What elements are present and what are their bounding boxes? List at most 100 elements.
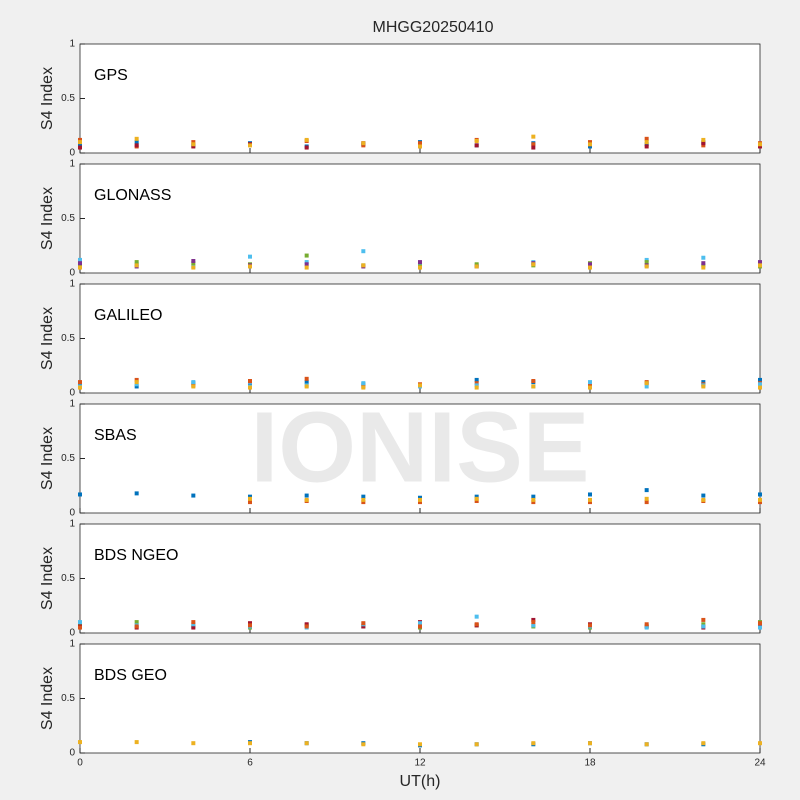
data-point — [191, 622, 196, 627]
plot-area — [80, 644, 760, 753]
data-point — [758, 741, 762, 746]
data-point — [474, 614, 479, 619]
data-point — [134, 624, 139, 629]
data-point — [588, 140, 592, 145]
data-point — [191, 380, 196, 385]
data-point — [644, 384, 649, 389]
y-axis-label: S4 Index — [39, 427, 56, 490]
data-point — [701, 493, 706, 498]
data-point — [134, 740, 139, 745]
data-point — [701, 255, 706, 260]
data-point — [78, 380, 82, 385]
data-point — [361, 381, 366, 386]
data-point — [644, 264, 649, 269]
panel — [80, 44, 760, 153]
data-point — [758, 623, 762, 628]
figure-title: MHGG20250410 — [373, 19, 494, 36]
y-tick-label: 0.5 — [61, 213, 75, 224]
data-point — [588, 623, 592, 628]
data-point — [474, 385, 479, 390]
data-point — [474, 383, 479, 388]
data-point — [758, 377, 762, 382]
data-point — [474, 742, 479, 747]
data-point — [701, 622, 706, 627]
y-axis-label: S4 Index — [39, 67, 56, 130]
data-point — [248, 254, 252, 259]
data-point — [248, 621, 252, 626]
data-point — [78, 265, 82, 270]
data-point — [78, 382, 82, 387]
data-point — [701, 137, 706, 142]
data-point — [758, 385, 762, 390]
data-point — [758, 142, 762, 147]
data-point — [588, 383, 592, 388]
data-point — [304, 622, 309, 627]
data-point — [134, 380, 139, 385]
y-tick-label: 0.5 — [61, 453, 75, 464]
data-point — [644, 742, 649, 747]
data-point — [78, 622, 82, 627]
data-point — [531, 494, 536, 499]
data-point — [78, 620, 82, 625]
y-tick-label: 1 — [69, 399, 75, 410]
data-point — [191, 259, 196, 264]
data-point — [531, 134, 536, 139]
data-point — [758, 621, 762, 626]
panel — [80, 644, 760, 753]
data-point — [644, 260, 649, 265]
plot-area — [80, 44, 760, 153]
data-point — [248, 379, 252, 384]
data-point — [474, 143, 479, 148]
plot-area — [80, 524, 760, 633]
y-axis-label: S4 Index — [39, 547, 56, 610]
data-point — [418, 495, 422, 500]
data-point — [474, 496, 479, 501]
plot-area — [80, 284, 760, 393]
data-point — [304, 145, 309, 150]
data-point — [758, 382, 762, 387]
data-point — [418, 260, 422, 265]
data-point — [531, 497, 536, 502]
data-point — [191, 265, 196, 270]
data-point — [588, 265, 592, 270]
data-point — [361, 263, 366, 268]
panel — [80, 524, 760, 633]
data-point — [134, 377, 139, 382]
data-point — [474, 262, 479, 267]
y-tick-label: 1 — [69, 159, 75, 170]
data-point — [418, 624, 422, 629]
data-point — [474, 381, 479, 386]
data-point — [78, 492, 82, 497]
panel-label: BDS NGEO — [94, 547, 178, 564]
data-point — [191, 741, 196, 746]
data-point — [701, 741, 706, 746]
panel-content: 0 0.5 1 S4 Index SBAS — [39, 399, 762, 519]
data-point — [248, 496, 252, 501]
x-tick-label: 24 — [754, 758, 766, 769]
y-axis-label: S4 Index — [39, 187, 56, 250]
data-point — [644, 144, 649, 149]
y-tick-label: 0.5 — [61, 93, 75, 104]
y-tick-label: 0 — [69, 628, 75, 639]
data-point — [134, 491, 139, 496]
plot-area — [80, 164, 760, 273]
data-point — [644, 488, 649, 493]
data-point — [474, 139, 479, 144]
data-point — [758, 497, 762, 502]
data-point — [701, 384, 706, 389]
data-point — [588, 262, 592, 267]
panel-label: GLONASS — [94, 187, 171, 204]
data-point — [361, 494, 366, 499]
data-point — [191, 384, 196, 389]
data-point — [758, 144, 762, 149]
y-tick-label: 0 — [69, 388, 75, 399]
y-tick-label: 0 — [69, 268, 75, 279]
data-point — [644, 500, 649, 505]
data-point — [134, 140, 139, 145]
data-point — [644, 381, 649, 386]
data-point — [191, 261, 196, 266]
data-point — [134, 382, 139, 387]
data-point — [644, 257, 649, 262]
data-point — [531, 617, 536, 622]
data-point — [588, 142, 592, 147]
